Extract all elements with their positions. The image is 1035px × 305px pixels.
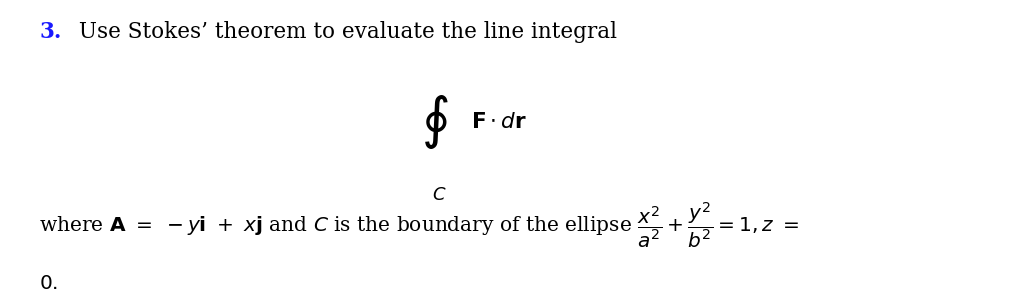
- Text: $\oint$: $\oint$: [421, 93, 448, 151]
- Text: where $\mathbf{A}\ =\ -y\mathbf{i}\ +\ x\mathbf{j}$ and $C$ is the boundary of t: where $\mathbf{A}\ =\ -y\mathbf{i}\ +\ x…: [39, 200, 799, 250]
- Text: 3.: 3.: [39, 21, 62, 43]
- Text: $0.$: $0.$: [39, 274, 58, 293]
- Text: $C$: $C$: [432, 186, 446, 204]
- Text: $\mathbf{F} \cdot d\mathbf{r}$: $\mathbf{F} \cdot d\mathbf{r}$: [471, 111, 527, 133]
- Text: Use Stokes’ theorem to evaluate the line integral: Use Stokes’ theorem to evaluate the line…: [72, 21, 618, 43]
